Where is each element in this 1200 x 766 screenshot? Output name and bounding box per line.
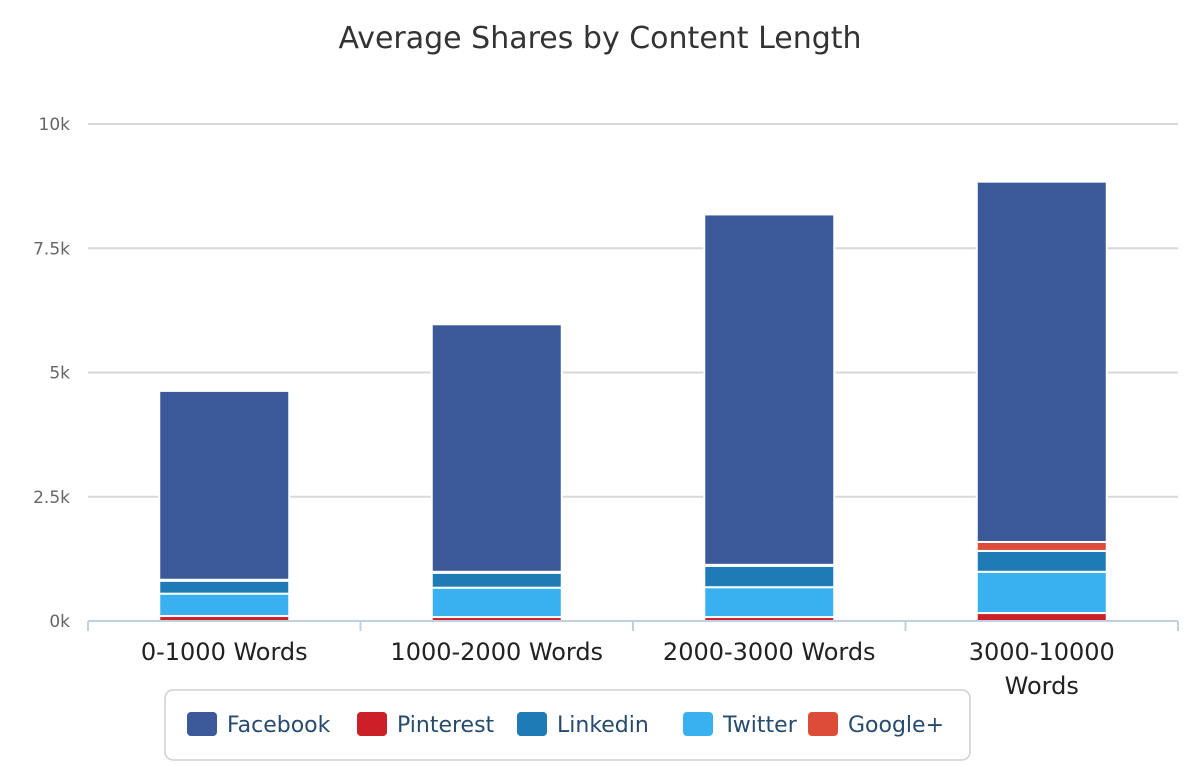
legend-swatch	[683, 712, 713, 736]
bar-facebook-1[interactable]	[158, 389, 291, 581]
bar-facebook-3[interactable]	[703, 213, 836, 566]
legend-item-linkedin[interactable]: Linkedin	[517, 712, 649, 738]
legend-label: Google+	[848, 713, 944, 738]
y-tick-label: 5k	[49, 364, 70, 384]
legend-item-twitter[interactable]: Twitter	[683, 712, 798, 738]
bar-twitter-3[interactable]	[703, 586, 836, 619]
legend-label: Twitter	[722, 713, 798, 738]
x-tick-label: 3000-10000	[969, 638, 1115, 666]
legend-label: Linkedin	[557, 713, 649, 738]
y-tick-label: 0k	[49, 612, 70, 632]
y-axis-labels: 0k 2.5k 5k 7.5k 10k	[33, 115, 70, 632]
legend-swatch	[187, 712, 217, 736]
legend-swatch	[517, 712, 547, 736]
legend: Facebook Pinterest Linkedin Twitter Google+	[164, 689, 971, 761]
x-tick-label: 2000-3000 Words	[663, 638, 876, 666]
legend-swatch	[808, 712, 838, 736]
bar-twitter-1[interactable]	[158, 592, 291, 618]
x-tick-label: 1000-2000 Words	[390, 638, 603, 666]
bar-twitter-2[interactable]	[430, 586, 563, 619]
x-tick-label: Words	[1005, 672, 1079, 700]
legend-item-google-[interactable]: Google+	[808, 712, 944, 738]
y-tick-label: 10k	[39, 115, 71, 135]
legend-label: Facebook	[227, 713, 331, 738]
bar-twitter-4[interactable]	[975, 570, 1108, 615]
chart-title: Average Shares by Content Length	[338, 21, 861, 56]
bar-google--4[interactable]	[975, 540, 1108, 552]
bar-facebook-2[interactable]	[430, 323, 563, 573]
bar-linkedin-1[interactable]	[158, 579, 291, 595]
legend-box	[164, 689, 971, 761]
x-axis: 0-1000 Words 1000-2000 Words 2000-3000 Wor…	[87, 620, 1179, 700]
legend-swatch	[357, 712, 387, 736]
bar-linkedin-4[interactable]	[975, 549, 1108, 573]
legend-label: Pinterest	[397, 713, 495, 738]
legend-item-facebook[interactable]: Facebook	[187, 712, 331, 738]
x-tick-label: 0-1000 Words	[141, 638, 308, 666]
bar-facebook-4[interactable]	[975, 180, 1108, 543]
legend-item-pinterest[interactable]: Pinterest	[357, 712, 495, 738]
bar-pinterest-4[interactable]	[975, 612, 1108, 622]
y-tick-label: 2.5k	[33, 488, 70, 508]
bar-linkedin-2[interactable]	[430, 571, 563, 589]
y-tick-label: 7.5k	[33, 239, 70, 259]
bars	[158, 180, 1108, 623]
bar-linkedin-3[interactable]	[703, 564, 836, 589]
